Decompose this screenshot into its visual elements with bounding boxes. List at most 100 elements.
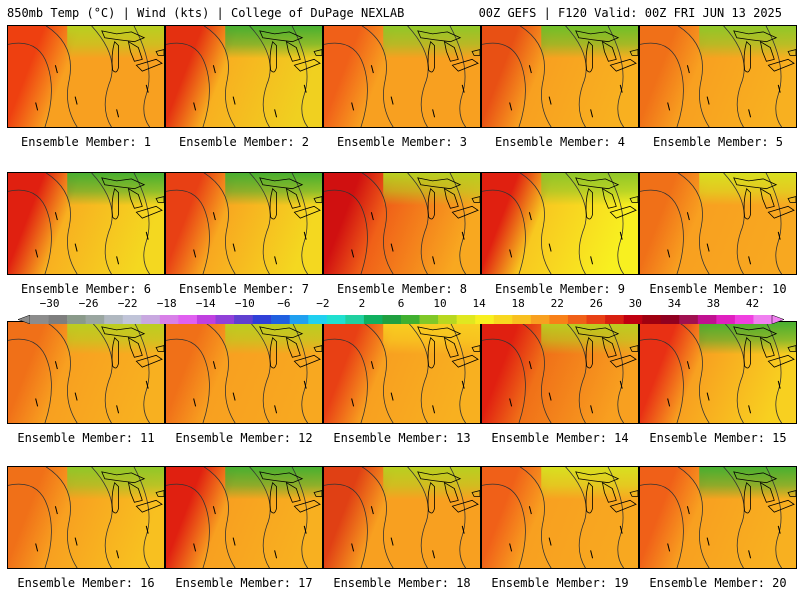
member-label: Ensemble Member: 10 (649, 282, 787, 296)
height-contour (677, 322, 710, 423)
great-lakes-outline (451, 205, 479, 219)
wind-barb (212, 361, 216, 370)
great-lakes-outline (135, 58, 163, 72)
wind-barb (528, 65, 532, 74)
height-contour (640, 483, 684, 568)
colorbar-swatch (753, 315, 773, 324)
wind-barb (667, 102, 671, 111)
great-lakes-outline (101, 471, 146, 484)
colorbar-tick: 10 (433, 297, 447, 310)
height-contour (249, 322, 271, 423)
colorbar-swatch (196, 315, 216, 324)
height-contour (361, 322, 394, 423)
colorbar-swatch (215, 315, 235, 324)
wind-barb (54, 506, 58, 515)
great-lakes-outline (601, 187, 617, 209)
wind-barb (432, 109, 436, 118)
great-lakes-outline (733, 30, 778, 43)
height-contour (519, 173, 552, 274)
member-label: Ensemble Member: 5 (652, 135, 784, 149)
wind-barb (590, 550, 594, 559)
wind-barb (193, 543, 197, 552)
cool-air-region (541, 26, 638, 127)
colorbar-swatch (85, 315, 105, 324)
member-label: Ensemble Member: 7 (178, 282, 310, 296)
map-panel-member-13 (323, 321, 481, 424)
wind-barb (274, 405, 278, 414)
colorbar-swatch (30, 315, 49, 324)
height-contour (640, 338, 684, 423)
great-lakes-outline (471, 490, 480, 497)
colorbar-swatch (178, 315, 198, 324)
wind-barb (370, 212, 374, 221)
height-contour (291, 173, 309, 274)
great-lakes-outline (443, 481, 459, 503)
colorbar-swatch (48, 315, 68, 324)
cool-air-region (225, 467, 322, 568)
wind-barb (212, 506, 216, 515)
height-contour (407, 322, 429, 423)
map-panel-member-4 (481, 25, 639, 128)
great-lakes-outline (585, 481, 593, 514)
wind-barb (193, 102, 197, 111)
wind-barb (748, 109, 752, 118)
wind-barb (619, 231, 623, 240)
colorbar-tick: 26 (589, 297, 603, 310)
height-contour (407, 467, 429, 568)
wind-barb (351, 102, 355, 111)
colorbar-swatch (67, 315, 86, 324)
height-contour (607, 467, 625, 568)
height-contour (677, 26, 710, 127)
colorbar-tick: −18 (156, 297, 177, 310)
wind-barb (548, 537, 552, 546)
great-lakes-outline (443, 187, 459, 209)
wind-barb (619, 380, 623, 389)
member-label: Ensemble Member: 2 (178, 135, 310, 149)
height-contour (249, 26, 271, 127)
height-contour (449, 322, 467, 423)
colorbar-swatch (660, 315, 680, 324)
height-contour (449, 26, 467, 127)
great-lakes-outline (127, 336, 143, 358)
colorbar-tick: 30 (628, 297, 642, 310)
colorbar-tick: −10 (234, 297, 255, 310)
great-lakes-outline (629, 49, 638, 56)
great-lakes-outline (313, 49, 322, 56)
wind-barb (619, 84, 623, 93)
map-panel-member-15 (639, 321, 797, 424)
great-lakes-outline (601, 40, 617, 62)
wind-barb (706, 392, 710, 401)
wind-barb (232, 392, 236, 401)
height-contour (640, 189, 684, 274)
wind-barb (667, 398, 671, 407)
height-contour (291, 467, 309, 568)
model-run-info: 00Z GEFS | F120 Valid: 00Z FRI JUN 13 20… (478, 6, 782, 20)
great-lakes-outline (259, 471, 304, 484)
colorbar-swatch (512, 315, 532, 324)
great-lakes-outline (293, 499, 321, 513)
cool-air-region (67, 173, 164, 274)
height-contour (203, 467, 236, 568)
colorbar-swatch (345, 315, 365, 324)
great-lakes-outline (127, 481, 143, 503)
map-panel-member-19 (481, 466, 639, 569)
great-lakes-outline (427, 481, 435, 514)
wind-barb (390, 96, 394, 105)
wind-barb (748, 256, 752, 265)
wind-barb (548, 392, 552, 401)
height-contour (91, 467, 113, 568)
colorbar-swatch (567, 315, 587, 324)
wind-barb (777, 380, 781, 389)
wind-barb (706, 96, 710, 105)
height-contour (133, 467, 151, 568)
wind-barb (116, 405, 120, 414)
great-lakes-outline (759, 187, 775, 209)
wind-barb (145, 380, 149, 389)
wind-barb (74, 243, 78, 252)
height-contour (565, 467, 587, 568)
wind-barb (145, 84, 149, 93)
colorbar-swatch (271, 315, 290, 324)
member-label: Ensemble Member: 14 (491, 431, 629, 445)
height-contour (765, 173, 783, 274)
colorbar-swatch (549, 315, 569, 324)
